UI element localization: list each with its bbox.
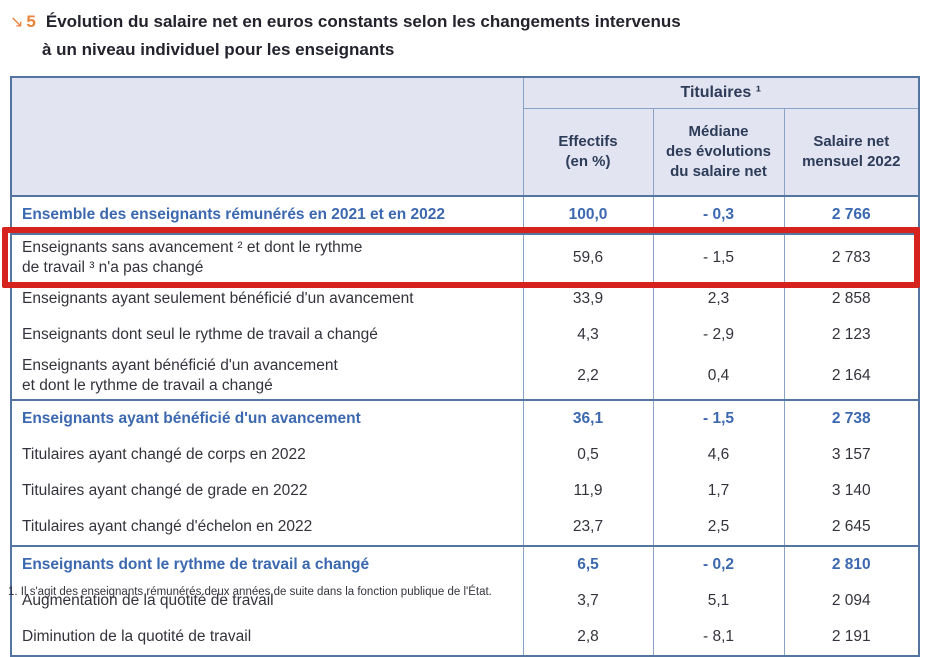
table-row-highlighted: Enseignants sans avancement ² et dont le…	[11, 233, 920, 281]
row-label: Titulaires ayant changé de corps en 2022	[11, 437, 523, 473]
title-text-line2: à un niveau individuel pour les enseigna…	[42, 40, 395, 59]
cell-effectifs: 2,2	[522, 353, 653, 400]
cell-mediane: - 8,1	[652, 619, 784, 656]
table-row: Enseignants dont seul le rythme de trava…	[11, 317, 920, 353]
cell-mediane: - 1,5	[652, 233, 784, 281]
cell-salaire: 2 645	[783, 509, 920, 546]
footnote-clipped: 1. Il s'agit des enseignants rémunérés d…	[8, 586, 492, 598]
group-header-row: Titulaires ¹	[11, 77, 920, 196]
row-label: Enseignants dont seul le rythme de trava…	[11, 317, 523, 353]
cell-effectifs: 2,8	[522, 619, 653, 656]
cell-mediane: 0,4	[652, 353, 784, 400]
column-header-row: Effectifs (en %) Médiane des évolutions d…	[11, 108, 920, 196]
corner-cell	[11, 77, 524, 196]
cell-effectifs: 11,9	[522, 473, 653, 509]
cell-mediane: - 0,3	[652, 196, 784, 234]
cell-effectifs: 36,1	[522, 399, 653, 437]
row-label: Titulaires ayant changé de grade en 2022	[11, 473, 523, 509]
table-row: Ensemble des enseignants rémunérés en 20…	[11, 196, 920, 234]
page: ↘ 5 Évolution du salaire net en euros cons…	[2, 8, 921, 657]
cell-mediane: - 1,5	[652, 399, 784, 437]
table-body: Ensemble des enseignants rémunérés en 20…	[11, 196, 920, 656]
table-row: Enseignants ayant bénéficié d'un avancem…	[11, 353, 920, 400]
column-header-1: Médiane des évolutions du salaire net	[652, 108, 784, 196]
cell-salaire: 2 766	[783, 196, 920, 234]
cell-mediane: 1,7	[652, 473, 784, 509]
cell-effectifs: 23,7	[522, 509, 653, 546]
column-header-0: Effectifs (en %)	[523, 108, 653, 196]
cell-salaire: 3 157	[783, 437, 920, 473]
table-row: Titulaires ayant changé d'échelon en 202…	[11, 509, 920, 546]
table-row: Enseignants ayant seulement bénéficié d'…	[11, 281, 920, 317]
table-row: Enseignants dont le rythme de travail a …	[11, 545, 920, 583]
cell-mediane: 2,5	[652, 509, 784, 546]
cell-mediane: - 0,2	[652, 545, 784, 583]
cell-mediane: 2,3	[652, 281, 784, 317]
table-row: Titulaires ayant changé de corps en 2022…	[11, 437, 920, 473]
cell-mediane: 4,6	[652, 437, 784, 473]
row-label: Diminution de la quotité de travail	[11, 619, 523, 656]
cell-effectifs: 100,0	[522, 196, 653, 234]
group-header-titulaires: Titulaires ¹	[523, 77, 920, 109]
row-label: Enseignants ayant seulement bénéficié d'…	[11, 281, 523, 317]
column-header-2: Salaire net mensuel 2022	[783, 108, 920, 196]
table-row: Enseignants ayant bénéficié d'un avancem…	[11, 399, 920, 437]
cell-salaire: 2 738	[783, 399, 920, 437]
cell-effectifs: 33,9	[522, 281, 653, 317]
cell-effectifs: 59,6	[522, 233, 653, 281]
row-label: Enseignants ayant bénéficié d'un avancem…	[11, 399, 523, 437]
figure-title-line1: ↘ 5 Évolution du salaire net en euros cons…	[10, 8, 910, 36]
figure-number: 5	[26, 12, 36, 31]
cell-salaire: 3 140	[783, 473, 920, 509]
cell-effectifs: 4,3	[522, 317, 653, 353]
row-label: Enseignants sans avancement ² et dont le…	[11, 233, 523, 281]
row-label: Titulaires ayant changé d'échelon en 202…	[11, 509, 523, 546]
cell-salaire: 2 858	[783, 281, 920, 317]
table-header: Titulaires ¹ Effectifs (en %) Médiane des…	[11, 77, 920, 196]
figure-number-prefix: ↘ 5	[10, 12, 36, 31]
row-label: Enseignants ayant bénéficié d'un avancem…	[11, 353, 523, 400]
title-text-line1: Évolution du salaire net en euros consta…	[45, 12, 681, 31]
figure-title: ↘ 5 Évolution du salaire net en euros cons…	[10, 8, 910, 63]
cell-salaire: 2 123	[783, 317, 920, 353]
cell-effectifs: 0,5	[522, 437, 653, 473]
cell-salaire: 2 783	[783, 233, 920, 281]
cell-effectifs: 6,5	[522, 545, 653, 583]
row-label: Enseignants dont le rythme de travail a …	[11, 545, 523, 583]
table-row: Diminution de la quotité de travail 2,8- …	[11, 619, 920, 656]
salary-table: Titulaires ¹ Effectifs (en %) Médiane des…	[10, 76, 921, 657]
cell-salaire: 2 810	[783, 545, 920, 583]
row-label: Ensemble des enseignants rémunérés en 20…	[11, 196, 523, 234]
cell-salaire: 2 191	[783, 619, 920, 656]
arrow-down-right-icon: ↘	[10, 14, 24, 31]
cell-salaire: 2 164	[783, 353, 920, 400]
cell-mediane: - 2,9	[652, 317, 784, 353]
table-row: Titulaires ayant changé de grade en 2022…	[11, 473, 920, 509]
